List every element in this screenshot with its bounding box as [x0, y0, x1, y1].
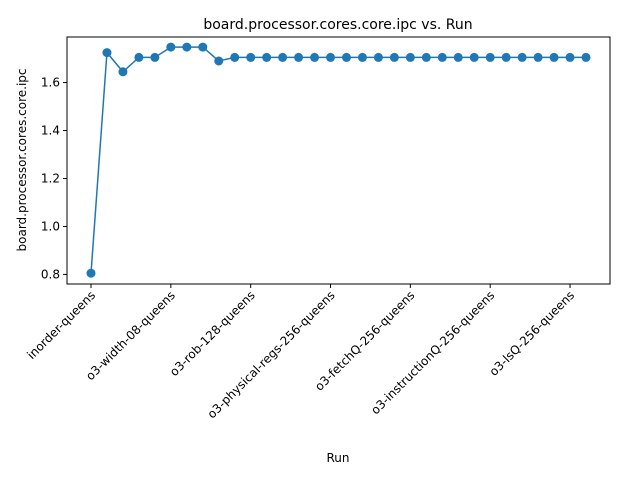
y-tick-label: 1.6: [41, 76, 60, 90]
data-point: [326, 52, 336, 62]
data-point: [389, 52, 399, 62]
data-point: [469, 52, 479, 62]
data-point: [373, 52, 383, 62]
data-point: [262, 52, 272, 62]
data-point: [230, 52, 240, 62]
series-line: [90, 46, 586, 274]
data-point: [581, 52, 591, 62]
data-point: [294, 52, 304, 62]
x-tick-label: inorder-queens: [24, 288, 98, 362]
plot-frame: [66, 36, 611, 285]
y-tick-label: 0.8: [41, 267, 60, 281]
data-point: [134, 52, 144, 62]
data-point: [198, 42, 208, 52]
data-point: [102, 48, 112, 58]
data-point: [421, 52, 431, 62]
data-point: [166, 42, 176, 52]
data-point: [86, 268, 96, 278]
data-point: [150, 52, 160, 62]
data-point: [357, 52, 367, 62]
data-point: [565, 52, 575, 62]
data-point: [278, 52, 288, 62]
data-point: [453, 52, 463, 62]
data-point: [485, 52, 495, 62]
y-tick-label: 1.2: [41, 171, 60, 185]
x-axis-title: Run: [326, 451, 349, 465]
data-point: [182, 42, 192, 52]
data-point: [533, 52, 543, 62]
x-tick-label: o3-lsQ-256-queens: [487, 288, 578, 379]
data-point: [310, 52, 320, 62]
plot-area: [86, 42, 591, 278]
data-point: [341, 52, 351, 62]
data-point: [501, 52, 511, 62]
data-point: [437, 52, 447, 62]
data-point: [549, 52, 559, 62]
y-axis-title: board.processor.cores.core.ipc: [15, 69, 29, 252]
data-point: [118, 67, 128, 77]
y-tick-label: 1.4: [41, 124, 60, 138]
data-point: [405, 52, 415, 62]
y-tick-label: 1.0: [41, 219, 60, 233]
data-point: [246, 52, 256, 62]
x-tick-label: o3-physical-regs-256-queens: [205, 288, 338, 421]
data-point: [214, 56, 224, 66]
x-tick-label: o3-rob-128-queens: [167, 288, 258, 379]
data-point: [517, 52, 527, 62]
chart-title: board.processor.cores.core.ipc vs. Run: [203, 17, 472, 33]
x-tick-label: o3-width-08-queens: [83, 288, 178, 383]
